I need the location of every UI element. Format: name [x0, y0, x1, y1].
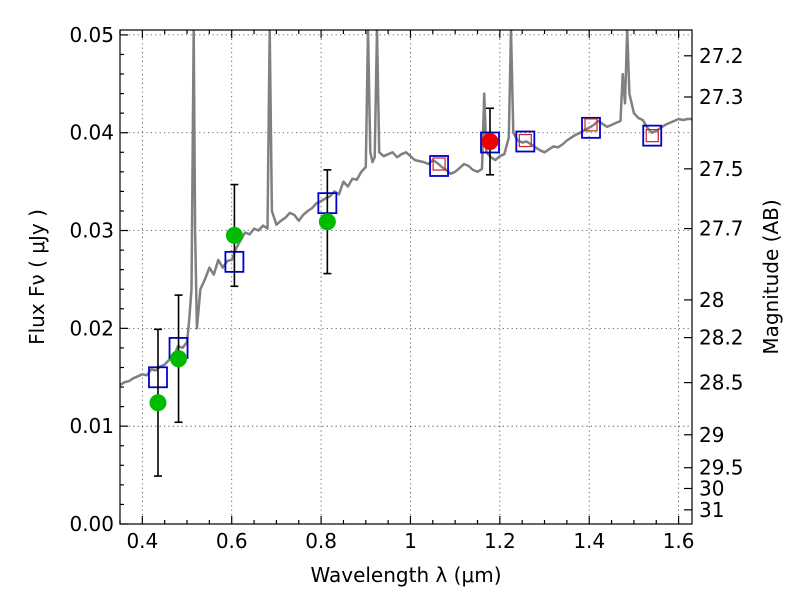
mag-tick-label: 30: [699, 476, 724, 500]
observed-point: [481, 133, 499, 151]
mag-tick-label: 31: [699, 498, 724, 522]
series-0: [120, 30, 692, 387]
plot-frame: [119, 29, 693, 525]
x-axis-label: Wavelength λ (μm): [310, 563, 501, 587]
model-band-square: [429, 155, 449, 177]
x-tick-label: 0.8: [305, 529, 337, 553]
observed-small-square: [645, 129, 659, 143]
x-tick-label: 1.2: [484, 529, 516, 553]
y-axis-label: Flux Fν ( μJy ): [25, 209, 49, 345]
mag-tick-label: 29.5: [699, 456, 744, 480]
y-tick-label: 0.05: [69, 23, 114, 47]
observed-point: [318, 213, 336, 231]
mag-tick-label: 27.2: [699, 44, 744, 68]
observed-small-square: [584, 118, 598, 132]
observed-small-square: [432, 157, 446, 171]
mag-tick-label: 29: [699, 423, 724, 447]
series-4: [481, 107, 499, 176]
y2-axis-label: Magnitude (AB): [759, 199, 783, 354]
y-tick-label: 0.02: [69, 316, 114, 340]
mag-tick-label: 28: [699, 288, 724, 312]
y-tick-label: 0.04: [69, 121, 114, 145]
series-3: [149, 169, 336, 477]
mag-tick-label: 28.5: [699, 371, 744, 395]
model-band-square: [581, 116, 601, 139]
mag-tick-label: 28.2: [699, 326, 744, 350]
observed-point: [149, 394, 167, 412]
y-tick-label: 0.00: [69, 512, 114, 536]
observed-small-square: [518, 133, 532, 148]
series-1: [148, 116, 663, 389]
y-tick-label: 0.01: [69, 414, 114, 438]
plot-clip-group: [120, 30, 692, 389]
x-axis: 0.4 0.6 0.8 1 1.2 1.4 1.6: [119, 30, 695, 553]
y-axis: 0.00 0.01 0.02 0.03 0.04 0.05: [69, 23, 128, 536]
model-band-square: [642, 124, 663, 147]
spectrum-line: [120, 30, 692, 387]
mag-tick-label: 27.7: [699, 217, 744, 241]
series-2: [432, 118, 659, 171]
x-tick-label: 1.4: [573, 529, 605, 553]
observed-point: [225, 226, 243, 244]
model-band-square: [515, 130, 536, 153]
y-tick-label: 0.03: [69, 219, 114, 243]
x-tick-label: 0.4: [126, 529, 158, 553]
mag-tick-label: 27.5: [699, 157, 744, 181]
x-tick-label: 1.6: [663, 529, 695, 553]
x-tick-label: 1: [404, 529, 417, 553]
x-tick-label: 0.6: [216, 529, 248, 553]
mag-tick-label: 27.3: [699, 85, 744, 109]
observed-point: [170, 350, 188, 368]
